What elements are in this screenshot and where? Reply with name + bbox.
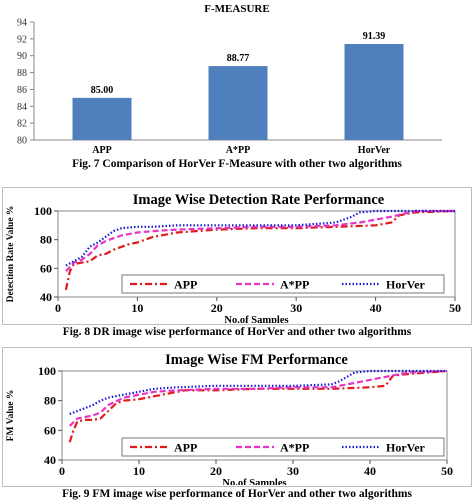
legend-label-a-pp: A*PP <box>280 278 309 292</box>
chart-title: Image Wise FM Performance <box>165 352 348 368</box>
plot-frame <box>61 370 448 461</box>
x-tick-label: 40 <box>364 464 376 478</box>
bar-value-label: 91.39 <box>363 31 386 42</box>
chart-title: Image Wise Detection Rate Performance <box>133 192 385 208</box>
f-measure-bar-chart: F-MEASURE 80 82 84 86 88 90 92 94 85.00 APP 88.77 A*… <box>17 3 442 156</box>
series-line-horver <box>65 209 455 267</box>
plot-frame <box>57 210 456 298</box>
legend-label-app: APP <box>174 441 197 455</box>
bar-horver <box>344 43 404 140</box>
legend-label-a-pp: A*PP <box>280 441 309 455</box>
y-tick-label: 84 <box>17 102 27 113</box>
x-tick-label: 0 <box>59 464 65 478</box>
x-tick-label: 50 <box>449 301 461 315</box>
fig8-caption: Fig. 8 DR image wise performance of HorV… <box>62 326 412 338</box>
x-tick-label: 10 <box>133 464 145 478</box>
x-tick-label: 20 <box>211 301 223 315</box>
y-tick-label: 100 <box>38 364 56 378</box>
chart-title: F-MEASURE <box>204 3 269 15</box>
legend-box <box>121 274 445 294</box>
x-tick-label: 30 <box>290 301 302 315</box>
bar-app <box>72 97 132 140</box>
y-axis-label: FM Value % <box>6 390 16 442</box>
x-axis-label: No.of Samples <box>222 478 286 485</box>
legend-box <box>121 437 445 457</box>
x-tick-label: 10 <box>131 301 143 315</box>
x-category-label: HorVer <box>358 145 391 156</box>
x-tick-label: 50 <box>441 464 453 478</box>
y-tick-label: 82 <box>17 119 27 130</box>
y-tick-label: 94 <box>17 18 27 29</box>
bar-a-pp <box>208 66 268 140</box>
y-tick-label: 40 <box>40 290 52 304</box>
x-category-label: A*PP <box>226 145 250 156</box>
legend-label-horver: HorVer <box>386 441 426 455</box>
series-line-a-pp <box>65 209 455 272</box>
bar-value-label: 88.77 <box>227 53 250 64</box>
legend-label-app: APP <box>174 278 197 292</box>
y-tick-label: 60 <box>40 261 52 275</box>
detection-rate-line-chart: Image Wise Detection Rate Performance 40 6… <box>6 192 461 323</box>
y-tick-label: 92 <box>17 34 27 45</box>
x-tick-label: 20 <box>210 464 222 478</box>
y-tick-label: 60 <box>44 423 56 437</box>
series-line-horver <box>69 369 447 416</box>
x-axis-label: No.of Samples <box>224 315 288 323</box>
y-tick-label: 80 <box>44 394 56 408</box>
dr-chart-panel <box>2 187 472 325</box>
y-tick-label: 80 <box>40 233 52 247</box>
x-category-label: APP <box>92 145 111 156</box>
y-tick-label: 100 <box>34 204 52 218</box>
y-tick-label: 88 <box>17 68 27 79</box>
series-line-a-pp <box>68 369 448 427</box>
legend-label-horver: HorVer <box>386 278 426 292</box>
y-tick-label: 80 <box>17 136 27 147</box>
x-tick-label: 0 <box>55 301 61 315</box>
y-tick-label: 40 <box>44 453 56 467</box>
x-tick-label: 40 <box>370 301 382 315</box>
y-tick-label: 86 <box>17 85 27 96</box>
x-tick-label: 30 <box>287 464 299 478</box>
y-tick-label: 90 <box>17 51 27 62</box>
fm-line-chart: Image Wise FM Performance 40 60 80 100 0 10 20 3… <box>6 352 453 485</box>
series-line-app <box>68 369 448 443</box>
fig7-caption: Fig. 7 Comparison of HorVer F-Measure wi… <box>72 158 402 170</box>
fig9-caption: Fig. 9 FM image wise performance of HorV… <box>62 488 412 500</box>
bar-value-label: 85.00 <box>91 85 114 96</box>
y-axis-label: Detection Rate Value % <box>6 206 16 303</box>
